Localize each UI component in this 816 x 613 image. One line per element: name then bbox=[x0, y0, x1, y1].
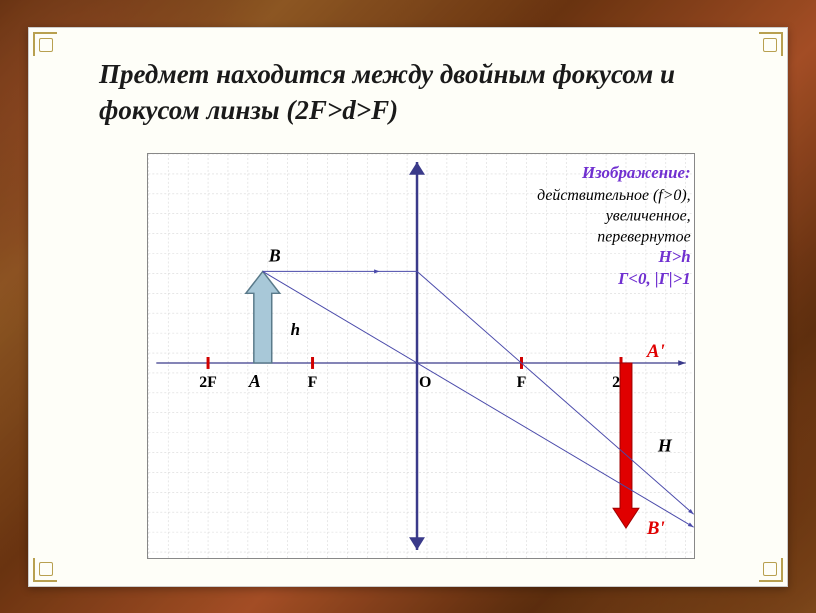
diagram-svg: 2FFOF2FABhA'B'HИзображение:действительно… bbox=[148, 154, 694, 558]
corner-ornament bbox=[33, 558, 57, 582]
svg-text:Изображение:: Изображение: bbox=[581, 162, 691, 181]
svg-text:действительное (f>0),: действительное (f>0), bbox=[537, 186, 691, 203]
svg-text:F: F bbox=[517, 373, 527, 390]
corner-ornament bbox=[759, 32, 783, 56]
corner-ornament bbox=[759, 558, 783, 582]
svg-text:H: H bbox=[657, 435, 673, 455]
svg-text:H>h: H>h bbox=[657, 246, 690, 265]
svg-text:Г<0, |Г|>1: Г<0, |Г|>1 bbox=[617, 268, 691, 287]
slide-title: Предмет находится между двойным фокусом … bbox=[99, 56, 717, 129]
svg-text:A': A' bbox=[646, 340, 665, 361]
paper-card: Предмет находится между двойным фокусом … bbox=[28, 27, 788, 587]
svg-text:B': B' bbox=[646, 518, 665, 539]
svg-text:перевернутое: перевернутое bbox=[597, 228, 690, 245]
svg-text:A: A bbox=[248, 370, 261, 390]
svg-text:F: F bbox=[308, 373, 318, 390]
corner-ornament bbox=[33, 32, 57, 56]
svg-text:O: O bbox=[419, 373, 431, 390]
svg-text:увеличенное,: увеличенное, bbox=[604, 207, 691, 224]
svg-text:h: h bbox=[291, 320, 300, 339]
optics-diagram: 2FFOF2FABhA'B'HИзображение:действительно… bbox=[147, 153, 695, 559]
svg-text:2F: 2F bbox=[199, 373, 217, 390]
svg-text:B: B bbox=[268, 245, 281, 265]
